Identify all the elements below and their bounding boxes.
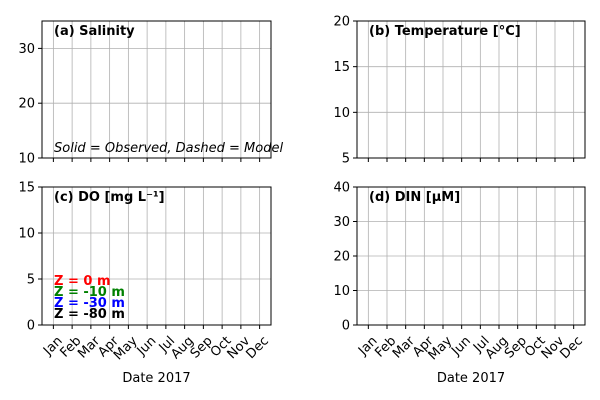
- annotation-text: Solid = Observed, Dashed = Model: [54, 141, 283, 156]
- y-tick-label: 20: [333, 15, 350, 30]
- axes-frame: [42, 21, 271, 158]
- y-tick-label: 5: [27, 273, 35, 288]
- x-tick-label: Dec: [243, 334, 271, 362]
- y-tick-label: 20: [333, 250, 350, 265]
- y-tick-label: 30: [333, 215, 350, 230]
- panel-title: (c) DO [mg L⁻¹]: [54, 190, 165, 205]
- y-tick-label: 20: [18, 97, 35, 112]
- y-tick-label: 15: [18, 181, 35, 196]
- x-tick-label: Jun: [134, 334, 160, 360]
- panel-title: (a) Salinity: [54, 24, 135, 39]
- x-tick-label: Jun: [448, 334, 474, 360]
- y-tick-label: 0: [27, 319, 35, 334]
- y-tick-label: 10: [18, 152, 35, 167]
- y-tick-label: 10: [333, 106, 350, 121]
- y-tick-label: 5: [342, 152, 350, 167]
- y-tick-label: 0: [342, 319, 350, 334]
- x-axis-label: Date 2017: [437, 371, 505, 386]
- panel-title: (d) DIN [μM]: [369, 190, 460, 205]
- panel-title: (b) Temperature [°C]: [369, 24, 521, 39]
- x-tick-label: Dec: [558, 334, 586, 362]
- y-tick-label: 15: [333, 60, 350, 75]
- x-axis-label: Date 2017: [122, 371, 190, 386]
- y-tick-label: 30: [18, 42, 35, 57]
- y-tick-label: 40: [333, 181, 350, 196]
- axes-frame: [357, 21, 585, 158]
- y-tick-label: 10: [333, 284, 350, 299]
- legend-entry: Z = -80 m: [54, 307, 125, 322]
- y-tick-label: 10: [18, 227, 35, 242]
